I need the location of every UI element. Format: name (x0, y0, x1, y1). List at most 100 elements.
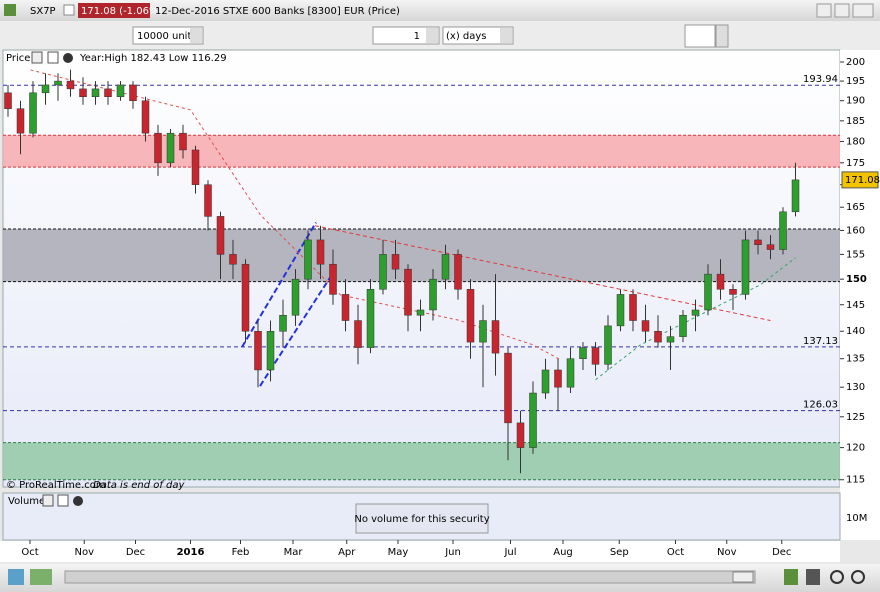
x-tick-label: May (388, 547, 409, 558)
data-note: Data is end of day (93, 480, 186, 491)
candle-body (154, 132, 162, 164)
units-select[interactable] (132, 26, 204, 45)
candle-body (116, 84, 125, 97)
y-tick-label: 115 (846, 475, 865, 486)
tool-icon[interactable] (784, 569, 798, 585)
count-input[interactable] (372, 26, 440, 45)
last-price-box (841, 171, 879, 189)
candle-body (29, 92, 37, 134)
candle-body (41, 84, 50, 94)
year-range: Year:High 182.43 Low 116.29 (79, 53, 227, 64)
candle-body (4, 92, 12, 109)
candle-body (641, 320, 650, 332)
y-tick-label: 145 (846, 300, 865, 311)
volume-tool-icon[interactable] (42, 494, 54, 507)
candle-body (241, 263, 250, 332)
candle-body (266, 330, 275, 371)
candle-body (279, 314, 287, 332)
candle-body (479, 320, 487, 343)
period-select[interactable] (442, 26, 514, 45)
volume-axis-label: 10M (846, 513, 867, 524)
candle-body (704, 273, 712, 311)
volume-title: Volume (8, 496, 45, 507)
candle-body (104, 88, 112, 97)
window-title: 12-Dec-2016 STXE 600 Banks [8300] EUR (P… (155, 6, 400, 17)
x-tick-label: Mar (284, 547, 304, 558)
chart-type-button[interactable] (684, 24, 716, 48)
minimize-button[interactable] (816, 3, 832, 18)
x-tick-label: Apr (338, 547, 356, 558)
maximize-button[interactable] (834, 3, 850, 18)
watermark: © ProRealTime.com (6, 480, 106, 491)
y-tick-label: 130 (846, 382, 865, 393)
x-tick-label: Jun (444, 547, 461, 558)
candle-body (91, 88, 100, 97)
y-tick-label: 150 (846, 274, 867, 285)
title-bar (0, 0, 880, 21)
tool-icon[interactable] (8, 569, 24, 585)
level-label: 193.94 (803, 74, 838, 85)
zoom-icon[interactable] (806, 569, 820, 585)
plot-layer: 193.94 137.13 126.03 (3, 69, 840, 481)
zoom-out-icon[interactable] (851, 570, 865, 584)
x-tick-label: Oct (21, 547, 38, 558)
units: 10000 units (137, 31, 197, 42)
candle-body (79, 88, 87, 97)
y-tick-label: 165 (846, 202, 865, 213)
panel-title: Price (6, 53, 30, 64)
candle-body (454, 254, 462, 290)
candle-body (741, 239, 750, 295)
period-arrow[interactable] (500, 28, 512, 43)
candle-body (591, 347, 600, 365)
count: 1 (414, 31, 420, 42)
volume-message-box (355, 503, 489, 534)
candle-body (191, 149, 200, 185)
volume-max-icon[interactable] (57, 494, 69, 507)
y-tick-label: 195 (846, 76, 865, 87)
candle-body (504, 352, 512, 424)
toolbar (0, 21, 880, 50)
candle-body (379, 254, 387, 290)
candle-body (166, 132, 175, 164)
panel-max-icon[interactable] (47, 51, 59, 64)
candle-body (141, 100, 150, 134)
candle-body (791, 179, 800, 213)
candle-body (629, 294, 637, 321)
last-price-label: 171.08 (845, 175, 880, 186)
candle-body (329, 263, 337, 295)
chart-type-arrow[interactable] (715, 24, 729, 48)
zoom-in-icon[interactable] (830, 570, 844, 584)
y-tick-label: 160 (846, 225, 865, 236)
volume-close-icon[interactable] (73, 496, 83, 506)
x-tick-label: Nov (717, 547, 737, 558)
scrollbar[interactable] (64, 570, 756, 584)
candle-body (554, 369, 562, 388)
quote-box (78, 3, 150, 18)
candle-body (541, 369, 550, 394)
level-label: 126.03 (803, 400, 838, 411)
candle-body (204, 184, 212, 217)
x-tick-label: Dec (772, 547, 791, 558)
x-tick-label: Feb (232, 547, 250, 558)
y-tick-label: 125 (846, 412, 865, 423)
y-tick-label: 200 (846, 57, 865, 68)
candle-body (304, 239, 312, 280)
panel-close-icon[interactable] (63, 53, 73, 63)
tool-icon[interactable] (30, 569, 52, 585)
info-icon[interactable] (63, 4, 75, 16)
candle-body (691, 309, 700, 316)
candle-body (391, 254, 400, 270)
count-spinner[interactable] (426, 28, 438, 43)
drawing (314, 225, 771, 322)
units-arrow[interactable] (190, 28, 202, 43)
x-tick-label: Aug (553, 547, 573, 558)
candle-body (429, 278, 437, 311)
close-button[interactable] (852, 3, 874, 18)
candle-body (441, 254, 450, 280)
panel-tool-icon[interactable] (31, 51, 43, 64)
zone (3, 229, 840, 282)
candle-body (666, 336, 675, 343)
drawing (241, 221, 317, 348)
candle-body (216, 216, 225, 255)
scroll-thumb[interactable] (732, 571, 754, 583)
